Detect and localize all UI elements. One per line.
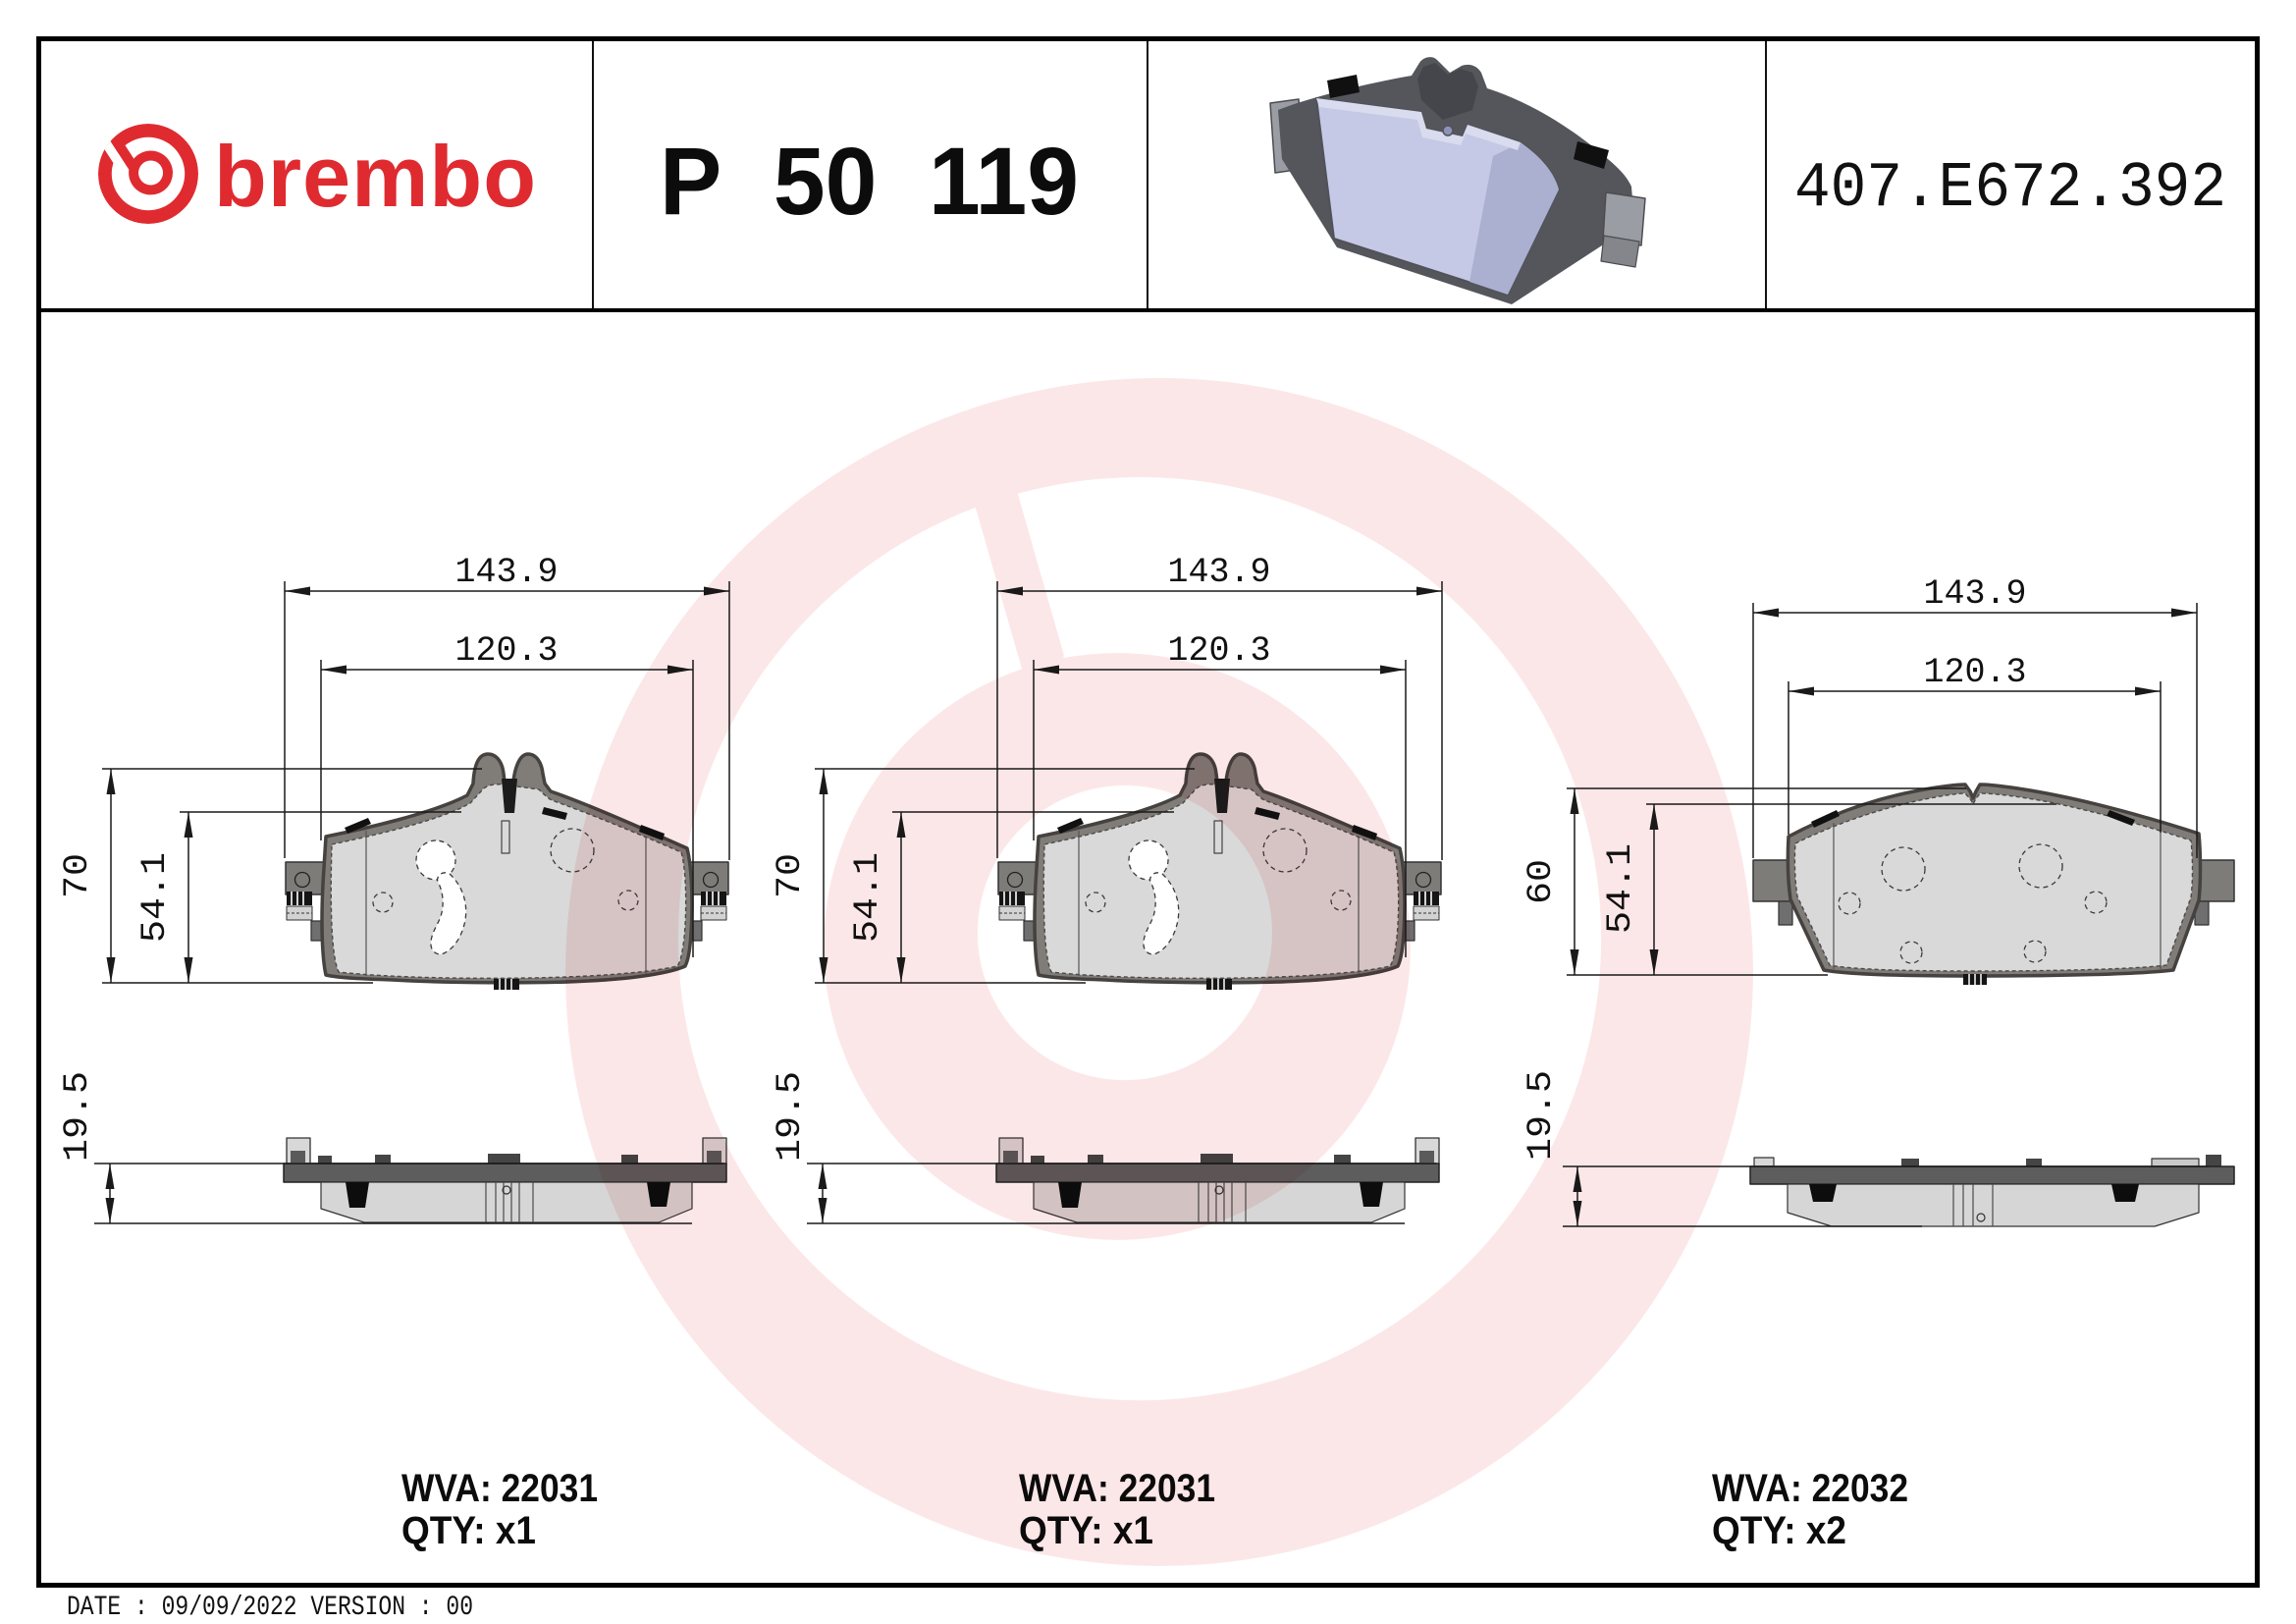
svg-text:60: 60	[1522, 859, 1561, 904]
svg-text:QTY: x1: QTY: x1	[1019, 1509, 1153, 1552]
svg-text:19.5: 19.5	[1522, 1070, 1561, 1161]
svg-text:brembo: brembo	[214, 128, 536, 225]
svg-text:WVA: 22032: WVA: 22032	[1712, 1467, 1908, 1510]
svg-text:WVA: 22031: WVA: 22031	[401, 1467, 598, 1510]
svg-text:120.3: 120.3	[455, 631, 559, 671]
svg-text:QTY: x1: QTY: x1	[401, 1509, 536, 1552]
svg-text:143.9: 143.9	[455, 553, 559, 592]
svg-text:P 50 119: P 50 119	[660, 128, 1079, 235]
svg-text:QTY: x2: QTY: x2	[1712, 1509, 1846, 1552]
svg-text:WVA: 22031: WVA: 22031	[1019, 1467, 1215, 1510]
svg-text:407.E672.392: 407.E672.392	[1794, 152, 2226, 225]
svg-text:19.5: 19.5	[58, 1071, 97, 1162]
svg-text:120.3: 120.3	[1924, 653, 2027, 692]
svg-text:DATE : 09/09/2022 VERSION : 00: DATE : 09/09/2022 VERSION : 00	[67, 1593, 473, 1623]
svg-text:70: 70	[58, 853, 97, 898]
svg-text:143.9: 143.9	[1924, 574, 2027, 614]
svg-text:54.1: 54.1	[135, 852, 175, 943]
svg-text:54.1: 54.1	[1601, 843, 1640, 934]
